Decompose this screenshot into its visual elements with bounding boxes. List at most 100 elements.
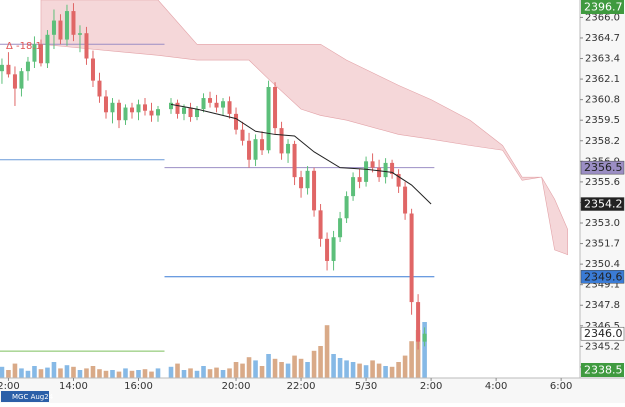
volume-bar bbox=[194, 370, 200, 378]
volume-bar bbox=[396, 362, 401, 378]
volume-bar bbox=[201, 366, 206, 378]
candle-body bbox=[38, 44, 43, 64]
candle-body bbox=[325, 238, 330, 261]
candle-body bbox=[169, 102, 174, 110]
y-tick-label: 2353.0 bbox=[585, 218, 620, 229]
volume-bar bbox=[259, 366, 265, 378]
candle-body bbox=[344, 196, 349, 219]
plot-area bbox=[0, 0, 568, 378]
volume-bar bbox=[142, 369, 148, 378]
volume-bar bbox=[25, 370, 31, 378]
candle-body bbox=[6, 64, 11, 75]
volume-bar bbox=[123, 368, 128, 378]
volume-bar bbox=[175, 363, 180, 378]
volume-bar bbox=[168, 366, 174, 378]
candle-body bbox=[64, 11, 69, 40]
candle-body bbox=[357, 177, 362, 182]
volume-bar bbox=[71, 366, 76, 378]
price-tag-label: 2349.6 bbox=[584, 270, 623, 283]
candle-body bbox=[71, 11, 76, 35]
volume-bar bbox=[207, 369, 213, 378]
candle-body bbox=[58, 20, 63, 40]
volume-bar bbox=[64, 365, 70, 378]
volume-bar bbox=[77, 370, 83, 378]
x-tick-label: 5/30 bbox=[355, 381, 377, 392]
volume-bar bbox=[12, 363, 18, 378]
volume-bar bbox=[305, 362, 310, 378]
candle-body bbox=[331, 237, 336, 261]
volume-bar bbox=[422, 322, 427, 378]
volume-bar bbox=[292, 355, 297, 378]
volume-bar bbox=[376, 363, 382, 378]
candle-body bbox=[260, 139, 265, 151]
candle-body bbox=[253, 139, 258, 160]
volume-bar bbox=[389, 366, 395, 378]
volume-bar bbox=[227, 368, 232, 378]
volume-bar bbox=[318, 346, 323, 378]
volume-bar bbox=[331, 354, 336, 378]
candle-body bbox=[279, 128, 284, 154]
volume-bar bbox=[220, 370, 226, 378]
candle-body bbox=[273, 86, 278, 129]
edge-tag bbox=[581, 0, 624, 14]
edge-tag bbox=[581, 363, 624, 377]
symbol-tag[interactable] bbox=[1, 391, 49, 402]
volume-bar bbox=[116, 371, 122, 378]
candle-body bbox=[97, 80, 102, 97]
candle-body bbox=[77, 33, 82, 35]
volume-bar bbox=[188, 368, 193, 378]
candle-body bbox=[247, 140, 252, 160]
y-tick-label: 2362.1 bbox=[585, 74, 620, 85]
candle-body bbox=[286, 143, 291, 154]
candle-body bbox=[45, 34, 50, 64]
y-tick-label: 2364.7 bbox=[585, 33, 620, 44]
y-tick-label: 2345.2 bbox=[585, 341, 620, 352]
candle-body bbox=[312, 170, 317, 211]
candle-body bbox=[25, 61, 30, 72]
candle-body bbox=[51, 20, 56, 35]
candle-body bbox=[175, 102, 180, 114]
volume-bar bbox=[0, 366, 5, 378]
cloud bbox=[40, 0, 568, 256]
moving-average bbox=[170, 103, 432, 205]
y-tick-label: 2360.8 bbox=[585, 95, 620, 106]
volume-bar bbox=[240, 363, 245, 378]
candle-body bbox=[221, 101, 226, 108]
volume-bar bbox=[298, 358, 304, 378]
candle-body bbox=[266, 86, 271, 151]
x-tick-label: 4:00 bbox=[485, 381, 507, 392]
volume-bar bbox=[253, 360, 258, 378]
candle-body bbox=[143, 104, 147, 111]
volume-bar bbox=[84, 368, 89, 378]
candle-body bbox=[351, 177, 356, 197]
candle-body bbox=[338, 218, 343, 238]
volume-bar bbox=[6, 370, 11, 378]
delta-label: Δ -18.1 bbox=[6, 41, 42, 52]
volume-bar bbox=[337, 358, 343, 378]
candle-body bbox=[32, 44, 37, 62]
volume-bar bbox=[110, 370, 115, 378]
price-tag-label: 2354.2 bbox=[584, 198, 623, 211]
volume-bar bbox=[129, 370, 135, 378]
volume-bar bbox=[402, 355, 408, 378]
y-tick-label: 2359.5 bbox=[585, 115, 620, 126]
volume-bar bbox=[285, 363, 291, 378]
volume-bar bbox=[181, 370, 187, 378]
candle-body bbox=[318, 210, 323, 239]
candle-body bbox=[19, 71, 24, 89]
volume-bar bbox=[149, 371, 154, 378]
y-tick-label: 2355.6 bbox=[585, 177, 620, 188]
candle-body bbox=[370, 161, 375, 168]
price-tag-label: 2356.5 bbox=[584, 161, 623, 174]
candle-body bbox=[292, 143, 297, 178]
volume-bar bbox=[272, 358, 278, 378]
price-tag-label: 2346.0 bbox=[584, 327, 623, 340]
x-tick-label: 6:00 bbox=[550, 381, 572, 392]
volume-bar bbox=[383, 366, 388, 378]
volume-bar bbox=[415, 330, 421, 378]
volume-bar bbox=[97, 369, 102, 378]
candle-body bbox=[149, 110, 154, 116]
volume-bar bbox=[214, 367, 219, 378]
candle-body bbox=[0, 64, 4, 72]
